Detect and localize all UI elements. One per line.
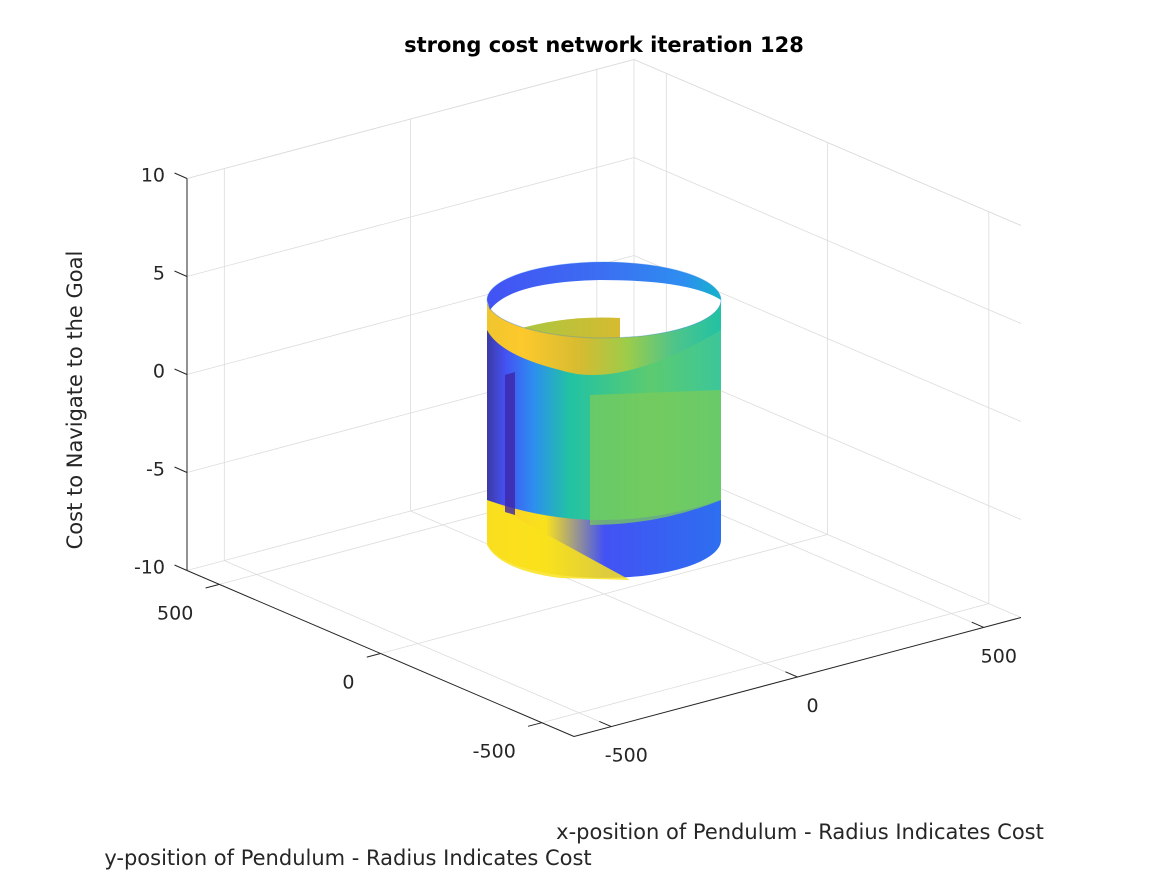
z-tick [174, 564, 188, 571]
surface-upper-band [487, 300, 721, 375]
grid-line-floor-y [380, 534, 828, 654]
y-tick-label: -500 [473, 741, 516, 763]
surface-green-panel [590, 390, 721, 525]
grid-line-backwall-z [186, 157, 635, 277]
x-tick-label: 500 [981, 645, 1017, 667]
z-tick-label: -5 [146, 459, 165, 481]
y-tick-label: 0 [342, 672, 354, 694]
surface-top-opening [486, 261, 722, 339]
z-axis-label: Cost to Navigate to the Goal [63, 251, 87, 550]
y-tick [366, 653, 381, 658]
z-tick-label: 5 [153, 263, 165, 285]
x-axis-label: x-position of Pendulum - Radius Indicate… [556, 820, 1044, 844]
z-tick [174, 270, 188, 277]
surface-lower-yellow-wedge [487, 495, 630, 580]
y-axis-label: y-position of Pendulum - Radius Indicate… [104, 846, 591, 870]
surface-top-rim [487, 262, 721, 310]
y-tick-label: 500 [157, 602, 193, 624]
axis-ticks: -500 0 500 -500 0 500 -10 -5 0 5 10 [134, 165, 1017, 767]
z-tick [174, 466, 188, 473]
axes-grid [186, 59, 1022, 727]
z-tick-label: 0 [153, 361, 165, 383]
z-tick-label: 10 [141, 165, 165, 187]
grid-line-floor-y [541, 603, 989, 724]
x-tick [971, 621, 984, 628]
y-tick [205, 583, 220, 589]
chart-title: strong cost network iteration 128 [404, 33, 804, 57]
x-tick-label: -500 [605, 745, 648, 767]
surface-dark-stripe [505, 372, 515, 515]
cylinder-surface [486, 261, 722, 580]
x-tick [785, 671, 798, 678]
y-tick [527, 722, 542, 727]
grid-line-sidewall-z [633, 157, 1022, 324]
x-tick [599, 720, 612, 728]
z-tick [174, 368, 188, 375]
x-tick-label: 0 [806, 695, 818, 717]
z-tick-label: -10 [134, 557, 165, 579]
z-tick [174, 172, 188, 179]
box-edge-back-top-y [633, 59, 1022, 226]
box-edge-back-top-x [186, 59, 635, 179]
